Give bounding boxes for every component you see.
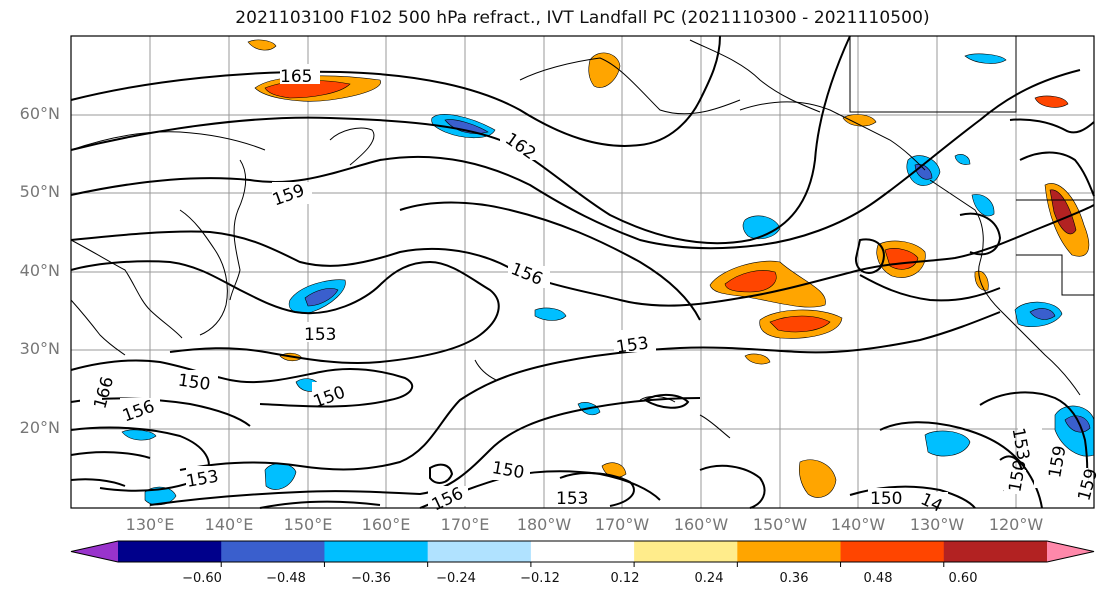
colorbar-segment (737, 541, 842, 562)
contour-label: 153 (304, 325, 336, 345)
anomaly-fills (121, 39, 1095, 506)
longitude-label: 140°E (204, 515, 254, 534)
latitude-label: 30°N (19, 339, 60, 358)
colorbar-tick-label: 0.48 (863, 571, 893, 586)
colorbar-tick-label: −0.24 (436, 571, 476, 586)
longitude-label: 170°W (594, 515, 650, 534)
contour-label: 153 (556, 489, 588, 509)
longitude-label: 160°E (361, 515, 411, 534)
contour-labels: 165 162 159 156 153 150 153 156 150 166 … (80, 64, 1102, 517)
colorbar-tick-label: 0.36 (779, 571, 809, 586)
colorbar-tick-label: −0.48 (266, 571, 306, 586)
positive-anomaly (588, 52, 621, 88)
negative-anomaly (304, 288, 339, 307)
latitude-label: 50°N (19, 182, 60, 201)
longitude-label: 150°W (752, 515, 808, 534)
colorbar-tick-label: 0.60 (948, 571, 978, 586)
contour-label: 165 (280, 67, 312, 87)
longitude-label: 130°W (909, 515, 965, 534)
negative-anomaly (924, 430, 971, 457)
longitude-label: 150°E (283, 515, 333, 534)
positive-anomaly (744, 353, 771, 365)
colorbar-tick-label: −0.60 (182, 571, 222, 586)
negative-anomaly (954, 154, 971, 165)
longitude-label: 160°W (673, 515, 729, 534)
longitude-label: 130°E (125, 515, 175, 534)
positive-anomaly (769, 315, 831, 333)
longitude-label: 170°E (440, 515, 490, 534)
colorbar-segment (324, 541, 429, 562)
coastlines (70, 36, 1094, 439)
positive-anomaly (247, 39, 277, 51)
colorbar-extend-low (71, 541, 118, 562)
contour-label: 150 (870, 489, 902, 509)
negative-anomaly (964, 53, 1007, 64)
graticule (71, 36, 1094, 508)
contour-label: 153 (615, 333, 650, 357)
colorbar-segment (840, 541, 945, 562)
colorbar-segment (943, 541, 1048, 562)
map-panel: 165 162 159 156 153 150 153 156 150 166 … (70, 35, 1102, 517)
colorbar-segment (221, 541, 325, 562)
positive-anomaly (1034, 95, 1069, 108)
colorbar-tick-label: −0.12 (520, 571, 560, 586)
positive-anomaly (974, 270, 989, 291)
latitude-label: 60°N (19, 104, 60, 123)
colorbar-segment (634, 541, 738, 562)
colorbar-tick-label: −0.36 (351, 571, 391, 586)
negative-anomaly (144, 486, 177, 506)
negative-anomaly (1029, 308, 1056, 320)
negative-anomaly (534, 307, 567, 321)
negative-anomaly (121, 429, 157, 441)
negative-anomaly (971, 194, 995, 217)
colorbar-tick-label: 0.12 (610, 571, 640, 586)
colorbar-outline (70, 540, 1095, 563)
latitude-label: 40°N (19, 261, 60, 280)
latitude-label: 20°N (19, 418, 60, 437)
positive-anomaly (724, 270, 777, 293)
positive-anomaly (798, 459, 837, 498)
longitude-label: 120°W (988, 515, 1044, 534)
contour-label: 150 (177, 371, 212, 395)
colorbar-segment (427, 541, 532, 562)
colorbar-segment (530, 541, 635, 562)
map-title: 2021103100 F102 500 hPa refract., IVT La… (235, 8, 930, 28)
longitude-label: 180°W (516, 515, 572, 534)
colorbar-extend-high (1047, 541, 1094, 562)
colorbar-tick-label: 0.24 (694, 571, 724, 586)
map-border (70, 35, 1095, 509)
longitude-label: 140°W (830, 515, 886, 534)
positive-anomaly (842, 114, 877, 127)
colorbar-segment (118, 541, 222, 562)
colorbar (70, 540, 1095, 567)
